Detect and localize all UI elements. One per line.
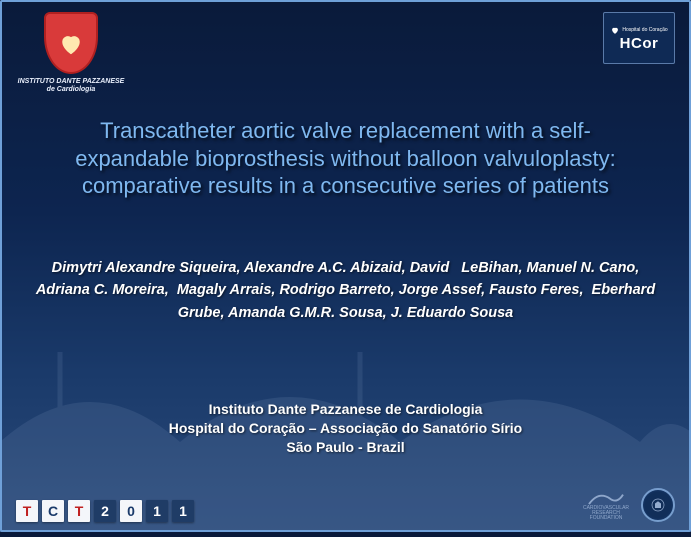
affiliation-line1: Instituto Dante Pazzanese de Cardiologia: [42, 400, 649, 419]
institute-line2: de Cardiologia: [47, 86, 96, 93]
slide-title: Transcatheter aortic valve replacement w…: [52, 117, 639, 200]
tct-tile: 1: [146, 500, 168, 522]
slide-frame: INSTITUTO DANTE PAZZANESE de Cardiologia…: [0, 0, 691, 532]
crf-logo-icon: CARDIOVASCULARRESEARCHFOUNDATION: [581, 489, 631, 521]
institute-name: INSTITUTO DANTE PAZZANESE de Cardiologia: [18, 78, 125, 95]
authors-list: Dimytri Alexandre Siqueira, Alexandre A.…: [32, 257, 659, 324]
hcor-subtitle: Hospital do Coração: [622, 27, 667, 33]
institute-line1: INSTITUTO DANTE PAZZANESE: [18, 78, 125, 85]
tct-tile: C: [42, 500, 64, 522]
hcor-logo: Hospital do Coração HCor: [603, 12, 675, 64]
columbia-seal-icon: [641, 488, 675, 522]
tct-year-tiles: T C T 2 0 1 1: [16, 500, 194, 522]
sponsor-logos: CARDIOVASCULARRESEARCHFOUNDATION: [581, 488, 675, 522]
affiliation-line2: Hospital do Coração – Associação do Sana…: [42, 419, 649, 438]
tct-tile: 2: [94, 500, 116, 522]
tct-tile: 0: [120, 500, 142, 522]
footer-bar: T C T 2 0 1 1 CARDIOVASCULARRESEARCHFOUN…: [16, 488, 675, 522]
tct-tile: T: [16, 500, 38, 522]
dante-pazzanese-crest-icon: [44, 12, 98, 74]
hcor-mark: Hospital do Coração: [610, 25, 667, 35]
top-bar: INSTITUTO DANTE PAZZANESE de Cardiologia…: [16, 12, 675, 95]
institute-logo-left: INSTITUTO DANTE PAZZANESE de Cardiologia: [16, 12, 126, 95]
tct-tile: T: [68, 500, 90, 522]
affiliation-line3: São Paulo - Brazil: [42, 438, 649, 457]
hcor-brand-text: HCor: [620, 35, 659, 52]
affiliation-block: Instituto Dante Pazzanese de Cardiologia…: [42, 400, 649, 457]
tct-tile: 1: [172, 500, 194, 522]
